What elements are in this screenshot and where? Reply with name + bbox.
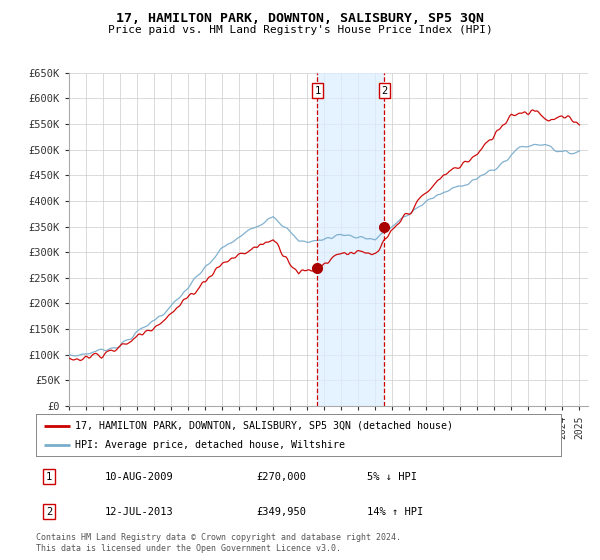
Text: 2: 2 bbox=[46, 507, 52, 517]
Text: 10-AUG-2009: 10-AUG-2009 bbox=[104, 472, 173, 482]
Text: £349,950: £349,950 bbox=[257, 507, 307, 517]
Text: 2: 2 bbox=[381, 86, 388, 96]
Text: £270,000: £270,000 bbox=[257, 472, 307, 482]
Bar bbox=[317, 73, 385, 406]
Text: 1: 1 bbox=[46, 472, 52, 482]
Text: Contains HM Land Registry data © Crown copyright and database right 2024.
This d: Contains HM Land Registry data © Crown c… bbox=[36, 533, 401, 553]
Text: 17, HAMILTON PARK, DOWNTON, SALISBURY, SP5 3QN (detached house): 17, HAMILTON PARK, DOWNTON, SALISBURY, S… bbox=[76, 421, 454, 431]
Text: 14% ↑ HPI: 14% ↑ HPI bbox=[367, 507, 423, 517]
Text: 5% ↓ HPI: 5% ↓ HPI bbox=[367, 472, 417, 482]
Text: 17, HAMILTON PARK, DOWNTON, SALISBURY, SP5 3QN: 17, HAMILTON PARK, DOWNTON, SALISBURY, S… bbox=[116, 12, 484, 25]
Text: HPI: Average price, detached house, Wiltshire: HPI: Average price, detached house, Wilt… bbox=[76, 440, 346, 450]
Text: Price paid vs. HM Land Registry's House Price Index (HPI): Price paid vs. HM Land Registry's House … bbox=[107, 25, 493, 35]
Text: 12-JUL-2013: 12-JUL-2013 bbox=[104, 507, 173, 517]
Text: 1: 1 bbox=[314, 86, 320, 96]
